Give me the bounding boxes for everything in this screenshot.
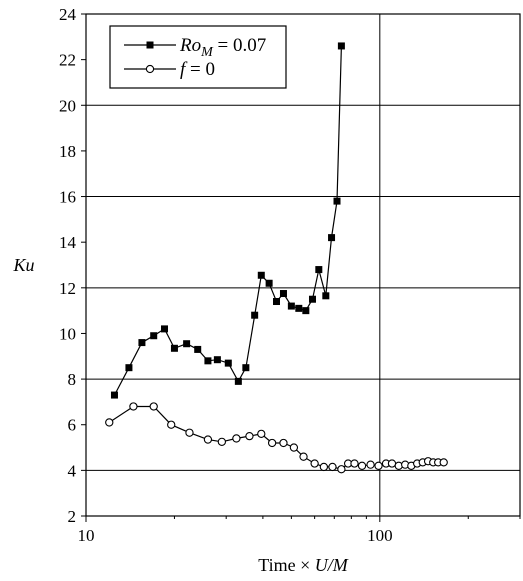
- series-1-point: [328, 462, 337, 472]
- legend-items: RoM = 0.07f = 0: [124, 35, 266, 80]
- x-tick-label-100: 100: [367, 526, 393, 545]
- series-1-point: [337, 465, 346, 474]
- legend: RoM = 0.07f = 0: [109, 25, 287, 89]
- legend-label-1: f = 0: [180, 59, 215, 80]
- series-1-point: [366, 460, 375, 469]
- series-0-point: [322, 292, 330, 300]
- series-0-point: [160, 325, 168, 333]
- series-1-point: [350, 459, 359, 468]
- series-0-point: [265, 279, 273, 287]
- x-axis-title-italic: U/M: [315, 555, 349, 575]
- series-0-point: [183, 340, 191, 348]
- y-tick-label-10: 10: [59, 324, 76, 343]
- series-1-point: [319, 462, 329, 472]
- series-1-point: [267, 438, 277, 448]
- series-1-point: [357, 461, 367, 470]
- gridlines: [86, 14, 520, 516]
- series-0-point: [125, 364, 133, 372]
- series-1-point: [149, 402, 158, 411]
- series-1-point: [105, 418, 114, 427]
- y-tick-label-14: 14: [59, 233, 77, 252]
- series-0-point: [204, 357, 212, 365]
- series-0-point: [170, 344, 178, 352]
- series-0-point: [302, 307, 310, 315]
- y-tick-label-12: 12: [59, 279, 76, 298]
- series-0-point: [234, 377, 242, 385]
- legend-label-0: RoM = 0.07: [179, 35, 266, 60]
- x-axis-title-prefix: Time ×: [258, 555, 315, 575]
- series-1-point: [289, 443, 299, 452]
- series-group: [105, 42, 448, 474]
- series-0-point: [150, 332, 158, 340]
- series-1-point: [387, 459, 397, 468]
- series-1-point: [374, 461, 383, 470]
- series-1-point: [203, 435, 213, 444]
- series-0-point: [251, 311, 259, 319]
- legend-marker-1: [145, 64, 155, 74]
- series-0-point: [337, 42, 345, 50]
- y-tick-label-16: 16: [59, 188, 76, 207]
- series-0: [110, 42, 345, 399]
- series-0-point: [333, 197, 341, 205]
- legend-label-subscript: M: [200, 45, 214, 60]
- series-1-point: [257, 429, 266, 439]
- legend-label-main: Ro: [179, 35, 201, 56]
- series-0-point: [194, 345, 202, 353]
- y-axis-title: Ku: [12, 255, 34, 275]
- y-tick-label-2: 2: [68, 507, 77, 526]
- series-1-point: [217, 437, 227, 446]
- series-0-point: [287, 302, 295, 310]
- series-0-point: [213, 356, 221, 364]
- series-1-point: [439, 458, 448, 467]
- series-1-point: [167, 420, 176, 429]
- series-1-point: [245, 431, 254, 441]
- x-axis-title: Time × U/M: [258, 555, 349, 575]
- series-0-point: [138, 339, 146, 347]
- y-tick-label-20: 20: [59, 96, 76, 115]
- plot-frame: [85, 13, 521, 517]
- y-tick-label-22: 22: [59, 51, 76, 70]
- legend-marker-0: [146, 41, 154, 49]
- series-1-point: [310, 459, 319, 468]
- series-0-point: [295, 304, 303, 312]
- series-0-point: [257, 271, 265, 279]
- legend-entry-0: RoM = 0.07: [124, 35, 266, 60]
- series-0-point: [242, 364, 250, 372]
- series-1-point: [299, 452, 308, 461]
- series-0-point: [272, 298, 280, 306]
- series-0-point: [110, 391, 118, 399]
- series-0-point: [224, 359, 232, 367]
- legend-entry-1: f = 0: [124, 59, 215, 80]
- series-1-point: [185, 428, 194, 437]
- series-0-point: [315, 266, 323, 274]
- axis-ticks: [81, 13, 521, 522]
- series-0-line: [113, 45, 342, 396]
- series-1-point: [279, 438, 288, 448]
- legend-box: [109, 25, 287, 89]
- y-tick-label-4: 4: [68, 461, 77, 480]
- y-tick-label-8: 8: [68, 370, 77, 389]
- y-tick-label-24: 24: [59, 5, 77, 24]
- series-0-point: [279, 290, 287, 298]
- x-tick-label-10: 10: [78, 526, 95, 545]
- legend-label-main: f: [180, 59, 188, 80]
- series-1-point: [232, 434, 241, 443]
- legend-label-value: = 0.07: [213, 35, 266, 56]
- series-1-point: [129, 402, 138, 411]
- legend-label-value: = 0: [185, 59, 215, 80]
- series-1: [105, 402, 448, 474]
- series-0-point: [328, 234, 336, 242]
- y-tick-label-18: 18: [59, 142, 76, 161]
- y-tick-label-6: 6: [68, 416, 77, 435]
- series-0-point: [308, 295, 316, 303]
